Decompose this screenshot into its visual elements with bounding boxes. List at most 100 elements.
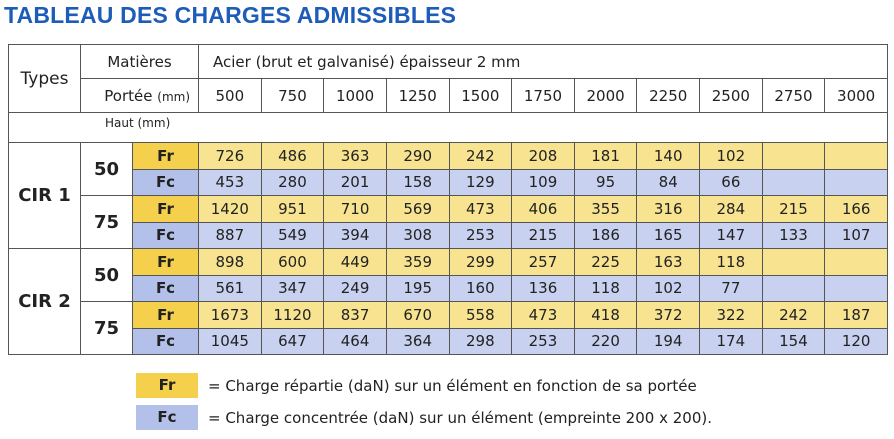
haut-row: Haut (mm) <box>8 112 888 143</box>
value-cell: 600 <box>260 248 325 276</box>
value-cell: 242 <box>448 142 513 170</box>
value-cell: 120 <box>824 327 888 355</box>
legend-text: = Charge concentrée (daN) sur un élément… <box>208 408 712 427</box>
value-cell: 129 <box>448 168 513 196</box>
haut-label: Haut (mm) <box>105 116 171 130</box>
title: TABLEAU DES CHARGES ADMISSIBLES <box>4 2 457 28</box>
legend-key: Fr <box>136 373 198 398</box>
value-cell: 449 <box>323 248 387 276</box>
value-cell: 165 <box>636 221 701 249</box>
value-cell: 322 <box>699 301 763 329</box>
load-kind: Fc <box>131 327 200 355</box>
value-cell: 298 <box>448 327 513 355</box>
empty-cell <box>761 168 826 196</box>
height: 50 <box>80 248 133 302</box>
value-cell: 249 <box>323 274 387 302</box>
span-header: 1750 <box>511 78 575 113</box>
span-header: 2500 <box>699 78 763 113</box>
load-kind: Fr <box>131 142 200 170</box>
span-header: 500 <box>198 78 262 113</box>
value-cell: 136 <box>511 274 575 302</box>
value-cell: 284 <box>699 195 763 223</box>
value-cell: 220 <box>573 327 638 355</box>
empty-cell <box>824 274 888 302</box>
data-row: Fc 1045 647 464 364 298 253 220 194 174 154 120 <box>9 327 888 355</box>
data-row: Fc 453 280 201 158 129 109 95 84 66 <box>9 168 888 196</box>
material: Acier (brut et galvanisé) épaisseur 2 mm <box>198 44 888 79</box>
value-cell: 363 <box>323 142 387 170</box>
value-cell: 66 <box>699 168 763 196</box>
empty-cell <box>761 274 826 302</box>
span-header: 2000 <box>573 78 638 113</box>
value-cell: 887 <box>198 221 262 249</box>
value-cell: 837 <box>323 301 387 329</box>
value-cell: 174 <box>699 327 763 355</box>
value-cell: 186 <box>573 221 638 249</box>
legend-row: Fc = Charge concentrée (daN) sur un éléme… <box>136 404 712 431</box>
value-cell: 364 <box>385 327 450 355</box>
value-cell: 1673 <box>198 301 262 329</box>
load-kind: Fc <box>131 274 200 302</box>
span-header: 3000 <box>824 78 888 113</box>
value-cell: 308 <box>385 221 450 249</box>
value-cell: 133 <box>761 221 826 249</box>
value-cell: 453 <box>198 168 262 196</box>
value-cell: 299 <box>448 248 513 276</box>
haut-cell: Haut (mm) <box>8 112 888 143</box>
value-cell: 898 <box>198 248 262 276</box>
value-cell: 464 <box>323 327 387 355</box>
value-cell: 418 <box>573 301 638 329</box>
type-name: CIR 1 <box>8 142 81 249</box>
portee-label: Portée <box>104 86 153 105</box>
height: 50 <box>80 142 133 196</box>
load-table: Types Matières Acier (brut et galvanisé) é… <box>8 44 888 355</box>
value-cell: 486 <box>260 142 325 170</box>
legend-row: Fr = Charge répartie (daN) sur un élément… <box>136 372 712 399</box>
value-cell: 372 <box>636 301 701 329</box>
value-cell: 549 <box>260 221 325 249</box>
value-cell: 160 <box>448 274 513 302</box>
data-row: 75 Fr 1420 951 710 569 473 406 355 316 284 215 166 <box>9 195 888 249</box>
value-cell: 181 <box>573 142 638 170</box>
value-cell: 951 <box>260 195 325 223</box>
load-kind: Fc <box>131 221 200 249</box>
value-cell: 253 <box>511 327 575 355</box>
value-cell: 569 <box>385 195 450 223</box>
value-cell: 347 <box>260 274 325 302</box>
value-cell: 473 <box>511 301 575 329</box>
height: 75 <box>80 301 133 355</box>
value-cell: 257 <box>511 248 575 276</box>
value-cell: 726 <box>198 142 262 170</box>
empty-cell <box>761 142 826 170</box>
value-cell: 154 <box>761 327 826 355</box>
data-row: Fc 887 549 394 308 253 215 186 165 147 133 107 <box>9 221 888 249</box>
value-cell: 118 <box>573 274 638 302</box>
value-cell: 561 <box>198 274 262 302</box>
value-cell: 558 <box>448 301 513 329</box>
value-cell: 647 <box>260 327 325 355</box>
value-cell: 253 <box>448 221 513 249</box>
empty-cell <box>824 142 888 170</box>
span-header: 2250 <box>636 78 701 113</box>
value-cell: 394 <box>323 221 387 249</box>
value-cell: 195 <box>385 274 450 302</box>
empty-cell <box>761 248 826 276</box>
load-kind: Fr <box>131 301 200 329</box>
data-row: 75 Fr 1673 1120 837 670 558 473 418 372 322 242 187 <box>9 301 888 355</box>
value-cell: 166 <box>824 195 888 223</box>
value-cell: 1045 <box>198 327 262 355</box>
value-cell: 670 <box>385 301 450 329</box>
value-cell: 473 <box>448 195 513 223</box>
value-cell: 316 <box>636 195 701 223</box>
value-cell: 215 <box>761 195 826 223</box>
value-cell: 406 <box>511 195 575 223</box>
value-cell: 102 <box>636 274 701 302</box>
portee-cell: Portée (mm) <box>79 78 200 113</box>
value-cell: 1420 <box>198 195 262 223</box>
span-header: 1500 <box>448 78 513 113</box>
value-cell: 355 <box>573 195 638 223</box>
empty-cell <box>824 248 888 276</box>
value-cell: 84 <box>636 168 701 196</box>
span-header: 2750 <box>761 78 826 113</box>
data-row: CIR 1 50 Fr 726 486 363 290 242 208 181 140 102 <box>8 142 888 249</box>
